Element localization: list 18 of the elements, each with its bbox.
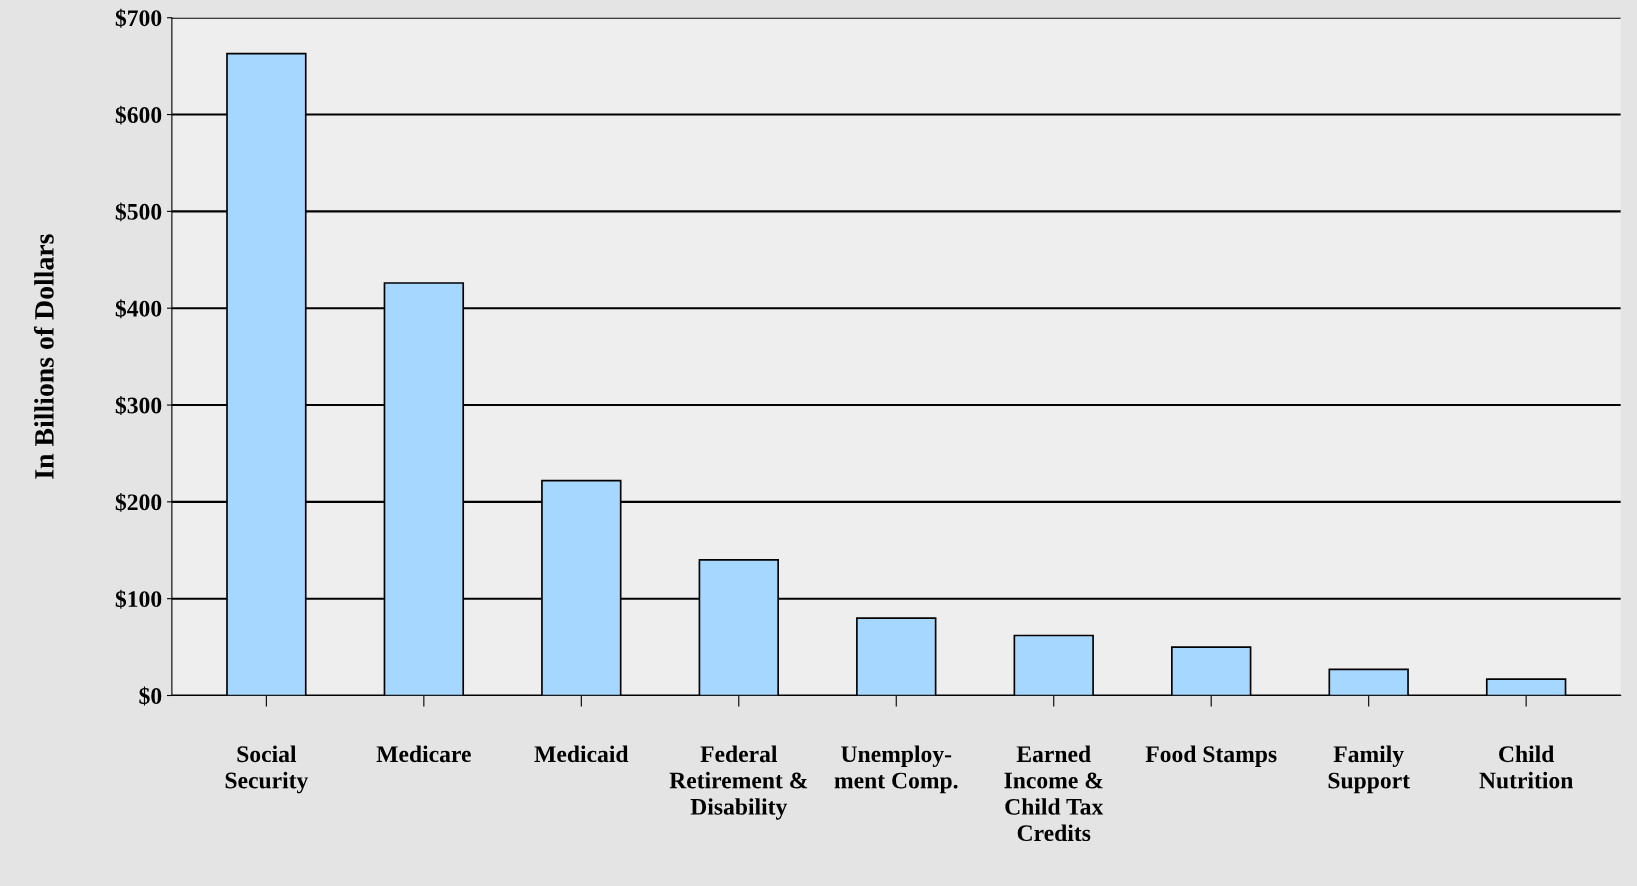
- y-tick-label: $0: [139, 686, 162, 706]
- y-tick-label: $700: [115, 8, 162, 28]
- y-tick-label: $400: [115, 299, 162, 319]
- y-axis-title: In Billions of Dollars: [33, 234, 54, 479]
- y-tick-label: $500: [115, 202, 162, 222]
- x-tick-label: Unemploy- ment Comp.: [834, 745, 958, 794]
- x-tick-label: Earned Income & Child Tax Credits: [1004, 745, 1104, 842]
- x-tick-label: Food Stamps: [1145, 745, 1277, 767]
- x-tick-label: Medicare: [376, 745, 471, 763]
- x-tick-label: Federal Retirement & Disability: [669, 745, 808, 820]
- y-tick-label: $300: [115, 396, 162, 416]
- y-tick-label: $100: [115, 589, 162, 609]
- y-tick-label: $600: [115, 105, 162, 125]
- x-tick-label: Medicaid: [534, 745, 629, 763]
- x-tick-label: Social Security: [225, 745, 309, 794]
- x-tick-label: Family Support: [1328, 745, 1410, 794]
- y-tick-label: $200: [115, 492, 162, 512]
- x-tick-label: Child Nutrition: [1479, 745, 1574, 789]
